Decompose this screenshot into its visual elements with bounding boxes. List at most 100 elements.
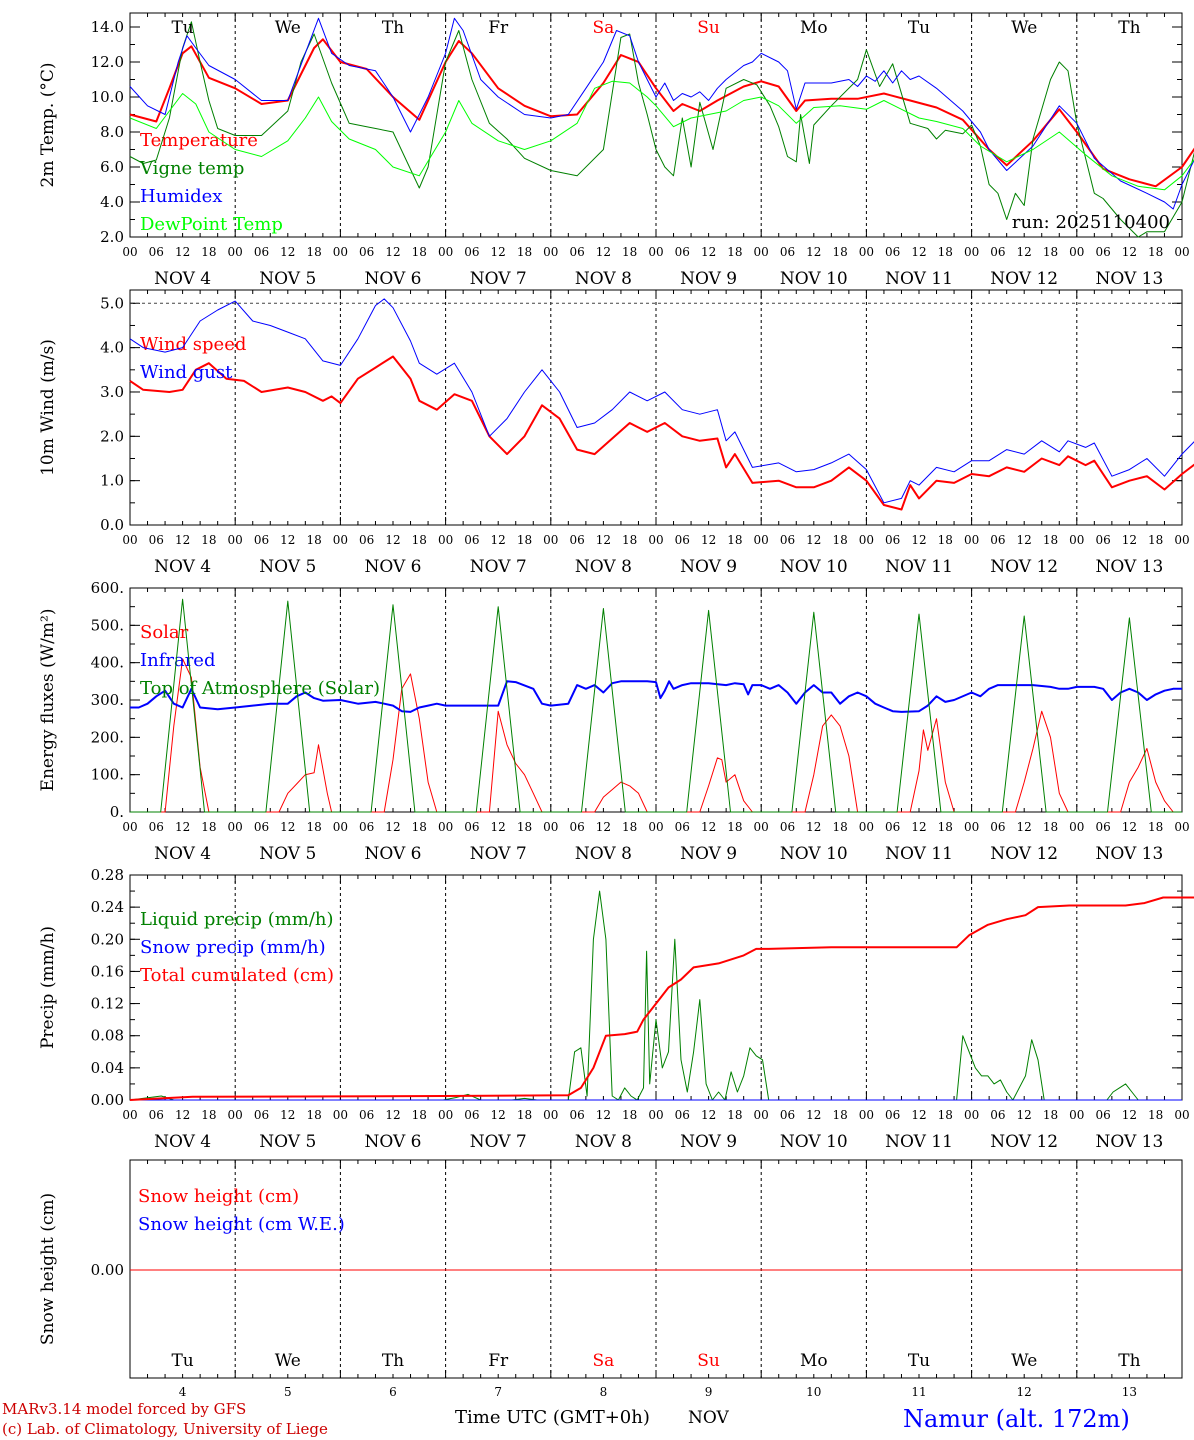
hour-label: 12 [280, 820, 295, 834]
weekday-label: Th [1118, 1351, 1140, 1371]
hour-label: 18 [727, 533, 742, 547]
y-tick-label: 400. [91, 654, 124, 672]
date-label: NOV 8 [575, 844, 632, 864]
hour-label: 12 [1122, 1108, 1137, 1122]
hour-label: 12 [385, 533, 400, 547]
hour-label: 18 [306, 820, 321, 834]
hour-label: 18 [832, 1108, 847, 1122]
hour-label: 18 [201, 245, 216, 259]
hour-label: 12 [175, 1108, 190, 1122]
y-axis-label: Precip (mm/h) [38, 926, 58, 1049]
hour-label: 00 [543, 245, 558, 259]
hour-label: 12 [280, 245, 295, 259]
hour-label: 00 [964, 245, 979, 259]
day-number: 10 [806, 1385, 821, 1399]
weekday-label: Tu [908, 18, 930, 38]
panel-2: 0.0 1.0 2.0 3.0 4.0 5.0 Wind speed Wind gust 10m… [38, 289, 1194, 577]
series-line-4 [129, 80, 1194, 191]
hour-label: 18 [832, 533, 847, 547]
station-name: Namur (alt. 172m) [903, 1405, 1130, 1433]
hour-label: 00 [964, 533, 979, 547]
hour-label: 18 [1043, 820, 1058, 834]
series-line-2 [130, 680, 1182, 713]
hour-label: 00 [1174, 245, 1189, 259]
date-label: NOV 13 [1095, 269, 1163, 289]
hour-label: 06 [780, 820, 795, 834]
hour-label: 06 [675, 1108, 690, 1122]
hour-label: 00 [122, 533, 137, 547]
footer-lab: (c) Lab. of Climatology, University of L… [2, 1420, 328, 1438]
weekday-label: Su [697, 1351, 720, 1371]
weekday-label: Th [382, 1351, 404, 1371]
legend-entry: Liquid precip (mm/h) [140, 909, 334, 930]
hour-label: 06 [885, 1108, 900, 1122]
weekday-label: Sa [593, 1351, 615, 1371]
day-number: 6 [389, 1385, 397, 1399]
date-label: NOV 9 [680, 1132, 737, 1152]
hour-label: 00 [964, 820, 979, 834]
hour-label: 06 [359, 245, 374, 259]
y-axis-label: 2m Temp. (°C) [38, 62, 58, 187]
hour-label: 00 [754, 1108, 769, 1122]
hour-label: 12 [701, 245, 716, 259]
day-number: 4 [179, 1385, 187, 1399]
panel-3: 0. 100. 200. 300. 400. 500. 600. Solar Infrared T… [38, 579, 1190, 864]
y-tick-label: 0.20 [91, 930, 124, 948]
weekday-label: Mo [800, 18, 828, 38]
hour-label: 00 [1069, 1108, 1084, 1122]
hour-label: 18 [938, 1108, 953, 1122]
y-tick-label: 2.0 [100, 228, 124, 246]
hour-label: 18 [201, 533, 216, 547]
hour-label: 06 [990, 245, 1005, 259]
hour-label: 00 [1069, 245, 1084, 259]
hour-label: 06 [254, 245, 269, 259]
hour-label: 00 [543, 820, 558, 834]
hour-label: 12 [911, 1108, 926, 1122]
hour-label: 18 [832, 245, 847, 259]
hour-label: 06 [1095, 1108, 1110, 1122]
date-label: NOV 9 [680, 557, 737, 577]
panel-5: 0.00 Snow height (cm) Snow height (cm W.E.… [38, 1159, 1183, 1399]
hour-label: 06 [149, 1108, 164, 1122]
day-number: 5 [284, 1385, 292, 1399]
y-tick-label: 0.08 [91, 1027, 124, 1045]
hour-label: 12 [1017, 1108, 1032, 1122]
hour-label: 00 [438, 245, 453, 259]
hour-label: 18 [412, 1108, 427, 1122]
weekday-label: We [1011, 1351, 1037, 1371]
y-tick-label: 300. [91, 691, 124, 709]
hour-label: 18 [727, 1108, 742, 1122]
date-label: NOV 11 [885, 557, 953, 577]
hour-label: 00 [228, 1108, 243, 1122]
hour-label: 00 [333, 1108, 348, 1122]
hour-label: 12 [596, 820, 611, 834]
date-label: NOV 8 [575, 1132, 632, 1152]
day-number: 12 [1017, 1385, 1032, 1399]
hour-label: 00 [1174, 1108, 1189, 1122]
hour-label: 00 [228, 533, 243, 547]
date-label: NOV 10 [780, 844, 848, 864]
y-tick-label: 10.0 [91, 88, 124, 106]
run-annotation: run: 2025110400 [1012, 212, 1170, 233]
hour-label: 12 [1017, 820, 1032, 834]
date-label: NOV 4 [154, 844, 211, 864]
date-label: NOV 11 [885, 1132, 953, 1152]
date-label: NOV 12 [990, 844, 1058, 864]
hour-label: 00 [438, 820, 453, 834]
date-label: NOV 13 [1095, 1132, 1163, 1152]
hour-label: 12 [701, 820, 716, 834]
hour-label: 06 [780, 1108, 795, 1122]
y-tick-label: 4.0 [100, 193, 124, 211]
y-tick-label: 0.00 [91, 1091, 124, 1109]
hour-label: 18 [1043, 1108, 1058, 1122]
date-label: NOV 4 [154, 1132, 211, 1152]
hour-label: 00 [859, 245, 874, 259]
hour-label: 06 [254, 533, 269, 547]
hour-label: 12 [1122, 533, 1137, 547]
hour-label: 18 [517, 820, 532, 834]
hour-label: 18 [201, 820, 216, 834]
date-label: NOV 8 [575, 557, 632, 577]
hour-label: 06 [780, 533, 795, 547]
date-label: NOV 6 [364, 1132, 421, 1152]
